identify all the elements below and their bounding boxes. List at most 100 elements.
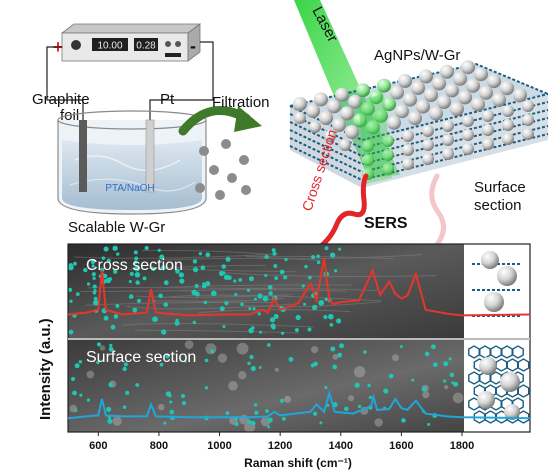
sem-texture-line — [245, 255, 395, 260]
silver-nanoparticle — [339, 139, 351, 151]
sem-nanoparticle-dot — [183, 359, 187, 363]
silver-nanoparticle — [432, 76, 446, 91]
sem-nanoparticle-dot — [316, 260, 321, 265]
sem-nanoparticle-dot — [267, 284, 273, 290]
sem-nanoparticle-dot — [259, 330, 263, 334]
sem-texture-blob — [443, 385, 449, 390]
sem-nanoparticle-dot — [174, 320, 180, 326]
sem-nanoparticle-dot — [135, 280, 140, 285]
sem-nanoparticle-dot — [324, 385, 328, 390]
sem-texture-line — [243, 301, 381, 308]
sem-nanoparticle-dot — [328, 313, 334, 320]
silver-nanoparticle — [294, 112, 306, 124]
silver-nanoparticle — [462, 115, 474, 127]
sem-nanoparticle-dot — [92, 276, 96, 280]
sem-nanoparticle-dot — [318, 299, 325, 306]
sem-texture-blob — [236, 342, 249, 355]
sem-nanoparticle-dot — [128, 294, 134, 299]
sem-nanoparticle-dot — [179, 278, 185, 284]
sem-nanoparticle-dot — [336, 318, 342, 324]
spectra-chart: Cross section Surface section 600 800 1000… — [37, 243, 531, 470]
sem-nanoparticle-dot — [96, 361, 100, 365]
silver-nanoparticle — [361, 101, 375, 116]
silver-nanoparticle — [504, 404, 520, 420]
silver-nanoparticle — [395, 104, 409, 119]
sem-nanoparticle-dot — [163, 280, 169, 286]
sem-nanoparticle-dot — [157, 248, 161, 252]
sem-nanoparticle-dot — [234, 421, 239, 427]
silver-nanoparticle — [340, 106, 354, 121]
pt-electrode-label: Pt — [160, 91, 175, 108]
silver-nanoparticle — [411, 81, 425, 95]
sem-nanoparticle-dot — [274, 276, 279, 281]
sem-nanoparticle-dot — [123, 362, 128, 367]
sem-texture-line — [136, 294, 292, 298]
sem-nanoparticle-dot — [279, 269, 285, 275]
sem-nanoparticle-dot — [129, 271, 134, 276]
silver-nanoparticle — [402, 130, 414, 142]
silver-nanoparticle — [522, 128, 534, 140]
silver-nanoparticle — [492, 92, 506, 107]
sem-nanoparticle-dot — [246, 288, 251, 292]
silver-nanoparticle — [324, 130, 336, 142]
sem-nanoparticle-dot — [224, 301, 229, 306]
filtration-arrow — [178, 106, 262, 136]
sem-texture-blob — [112, 416, 122, 426]
sem-nanoparticle-dot — [169, 400, 173, 404]
sem-nanoparticle-dot — [90, 259, 96, 265]
sem-nanoparticle-dot — [74, 363, 80, 369]
y-axis-label: Intensity (a.u.) — [37, 318, 54, 420]
sem-nanoparticle-dot — [133, 250, 138, 255]
sem-nanoparticle-dot — [252, 307, 256, 311]
sem-nanoparticle-dot — [142, 276, 147, 281]
sem-nanoparticle-dot — [181, 401, 187, 406]
sem-nanoparticle-dot — [205, 280, 211, 287]
sem-texture-blob — [283, 395, 292, 403]
silver-nanoparticle — [402, 158, 414, 170]
silver-nanoparticle — [442, 120, 454, 132]
sem-nanoparticle-dot — [93, 289, 97, 293]
sem-nanoparticle-dot — [113, 269, 118, 274]
sem-nanoparticle-dot — [254, 410, 259, 415]
sem-nanoparticle-dot — [281, 416, 286, 421]
silver-nanoparticle — [366, 120, 380, 135]
sem-nanoparticle-dot — [128, 279, 132, 284]
sem-nanoparticle-dot — [432, 362, 438, 368]
sem-nanoparticle-dot — [91, 272, 96, 277]
graphene-layer — [289, 62, 549, 107]
silver-nanoparticle — [471, 97, 485, 112]
voltage-display — [92, 38, 128, 51]
silver-nanoparticle — [482, 110, 494, 122]
sem-nanoparticle-dot — [125, 390, 130, 395]
sem-nanoparticle-dot — [383, 388, 389, 394]
scalable-w-gr-label: Scalable W-Gr — [68, 219, 165, 236]
power-knob-right — [165, 41, 171, 47]
sem-nanoparticle-dot — [258, 366, 262, 369]
sem-nanoparticle-dot — [203, 300, 208, 305]
sem-nanoparticle-dot — [273, 313, 279, 319]
silver-nanoparticle — [442, 148, 454, 160]
sem-texture-line — [122, 323, 314, 328]
silver-nanoparticle — [306, 104, 320, 118]
beaker: PTA/NaOH — [57, 110, 207, 215]
sem-nanoparticle-dot — [70, 376, 76, 382]
sem-nanoparticle-dot — [363, 350, 367, 354]
silver-nanoparticle — [335, 87, 349, 102]
sem-nanoparticle-dot — [367, 383, 371, 388]
pt-electrode — [145, 119, 155, 193]
silver-nanoparticle — [522, 114, 534, 126]
sem-nanoparticle-dot — [247, 361, 251, 365]
sem-nanoparticle-dot — [388, 373, 394, 379]
silver-nanoparticle — [382, 135, 394, 147]
sem-nanoparticle-dot — [194, 283, 199, 288]
sem-nanoparticle-dot — [159, 254, 165, 260]
silver-nanoparticle — [387, 115, 401, 130]
sem-texture-blob — [228, 380, 238, 391]
sem-nanoparticle-dot — [257, 293, 263, 299]
sem-nanoparticle-dot — [86, 282, 91, 286]
silver-nanoparticle — [382, 163, 394, 175]
silver-nanoparticle — [424, 88, 438, 102]
graphite-foil-electrode — [79, 120, 87, 192]
filtration-label: Filtration — [212, 94, 270, 111]
